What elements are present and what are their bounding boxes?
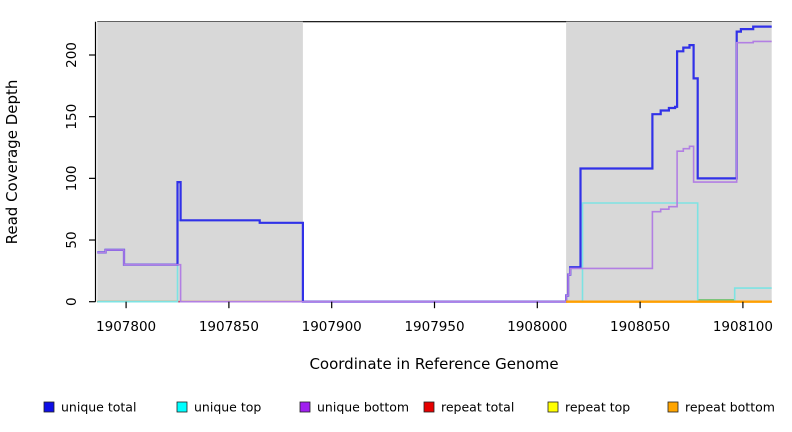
legend-item-label: repeat bottom (685, 400, 775, 415)
legend-swatch-icon (43, 401, 55, 413)
legend-swatch-icon (299, 401, 311, 413)
legend-item-label: repeat top (565, 400, 630, 415)
legend: unique total unique top unique bottom repea… (43, 400, 775, 415)
y-tick-label: 50 (64, 231, 80, 248)
x-tick-label: 1907850 (199, 319, 259, 335)
x-axis-title: Coordinate in Reference Genome (309, 355, 558, 373)
legend-item: repeat top (547, 400, 630, 415)
series-lines (97, 25, 772, 303)
legend-item: unique bottom (299, 400, 409, 415)
x-tick-label: 1907800 (96, 319, 156, 335)
y-tick-label: 100 (64, 165, 80, 191)
shaded-region (97, 21, 303, 302)
shaded-regions (97, 21, 772, 302)
legend-swatch-icon (667, 401, 679, 413)
legend-item: unique total (43, 400, 136, 415)
series-line-unique_bottom (97, 40, 772, 303)
series-line-unique_total (97, 25, 772, 303)
x-tick-label: 1908100 (713, 319, 773, 335)
legend-item-label: repeat total (441, 400, 514, 415)
x-tick-label: 1908000 (507, 319, 567, 335)
legend-item-label: unique top (194, 400, 261, 415)
legend-item: unique top (176, 400, 261, 415)
legend-swatch-icon (423, 401, 435, 413)
legend-item: repeat total (423, 400, 514, 415)
legend-item: repeat bottom (667, 400, 775, 415)
y-axis-title: Read Coverage Depth (3, 80, 21, 245)
y-tick-label: 200 (64, 42, 80, 68)
legend-swatch-icon (176, 401, 188, 413)
legend-item-label: unique bottom (317, 400, 409, 415)
y-tick-label: 0 (64, 297, 80, 306)
x-tick-label: 1907900 (302, 319, 362, 335)
shaded-region (566, 21, 772, 302)
y-tick-label: 150 (64, 104, 80, 130)
x-tick-label: 1908050 (610, 319, 670, 335)
x-tick-label: 1907950 (404, 319, 464, 335)
axes: 1907800 1907850 1907900 1907950 1908000 19080… (64, 21, 773, 335)
legend-item-label: unique total (61, 400, 136, 415)
legend-swatch-icon (547, 401, 559, 413)
